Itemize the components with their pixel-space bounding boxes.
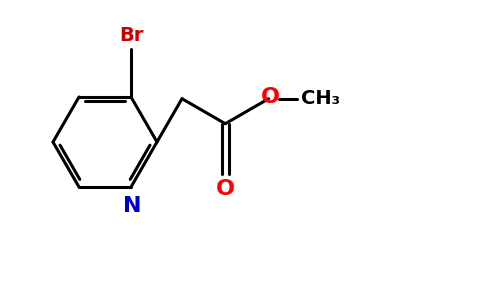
Text: Br: Br — [119, 26, 143, 45]
Text: CH₃: CH₃ — [301, 89, 340, 108]
Text: O: O — [216, 179, 235, 199]
Text: N: N — [123, 196, 141, 216]
Text: O: O — [261, 87, 280, 107]
